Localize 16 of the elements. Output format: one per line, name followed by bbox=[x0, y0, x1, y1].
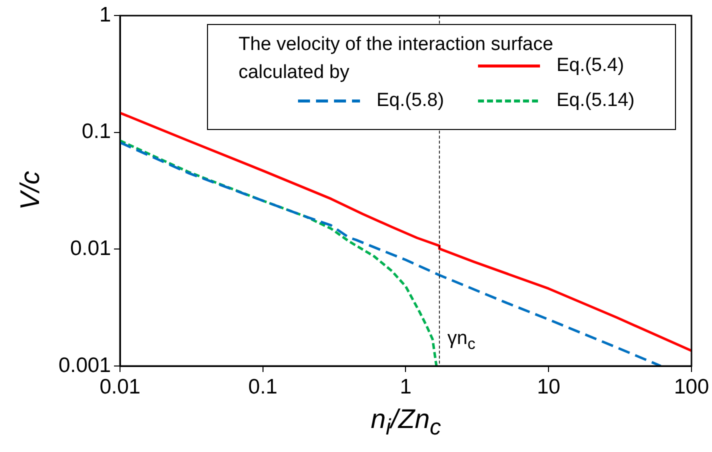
y-tick-label: 0.01 bbox=[70, 236, 111, 260]
legend-label: Eq.(5.4) bbox=[556, 54, 624, 77]
legend-label: Eq.(5.14) bbox=[556, 90, 635, 112]
x-tick-label: 100 bbox=[674, 375, 710, 398]
x-tick-label: 10 bbox=[536, 375, 560, 398]
x-tick-label: 0.01 bbox=[100, 375, 140, 398]
ref-line-label: γn$_{c}$ bbox=[447, 328, 476, 354]
legend-title: The velocity of the interaction surface calculated by bbox=[238, 34, 554, 83]
y-tick-label: 1 bbox=[99, 3, 111, 26]
x-axis-title: n$_{i}$/Zn$_{c}$ bbox=[370, 404, 442, 440]
y-tick-label: 0.1 bbox=[82, 120, 111, 144]
y-tick-label: 0.001 bbox=[58, 354, 111, 377]
legend-label: Eq.(5.8) bbox=[376, 90, 444, 112]
y-axis-title: V/c bbox=[14, 171, 46, 210]
x-tick-label: 0.1 bbox=[248, 375, 278, 398]
x-tick-label: 1 bbox=[400, 375, 412, 398]
